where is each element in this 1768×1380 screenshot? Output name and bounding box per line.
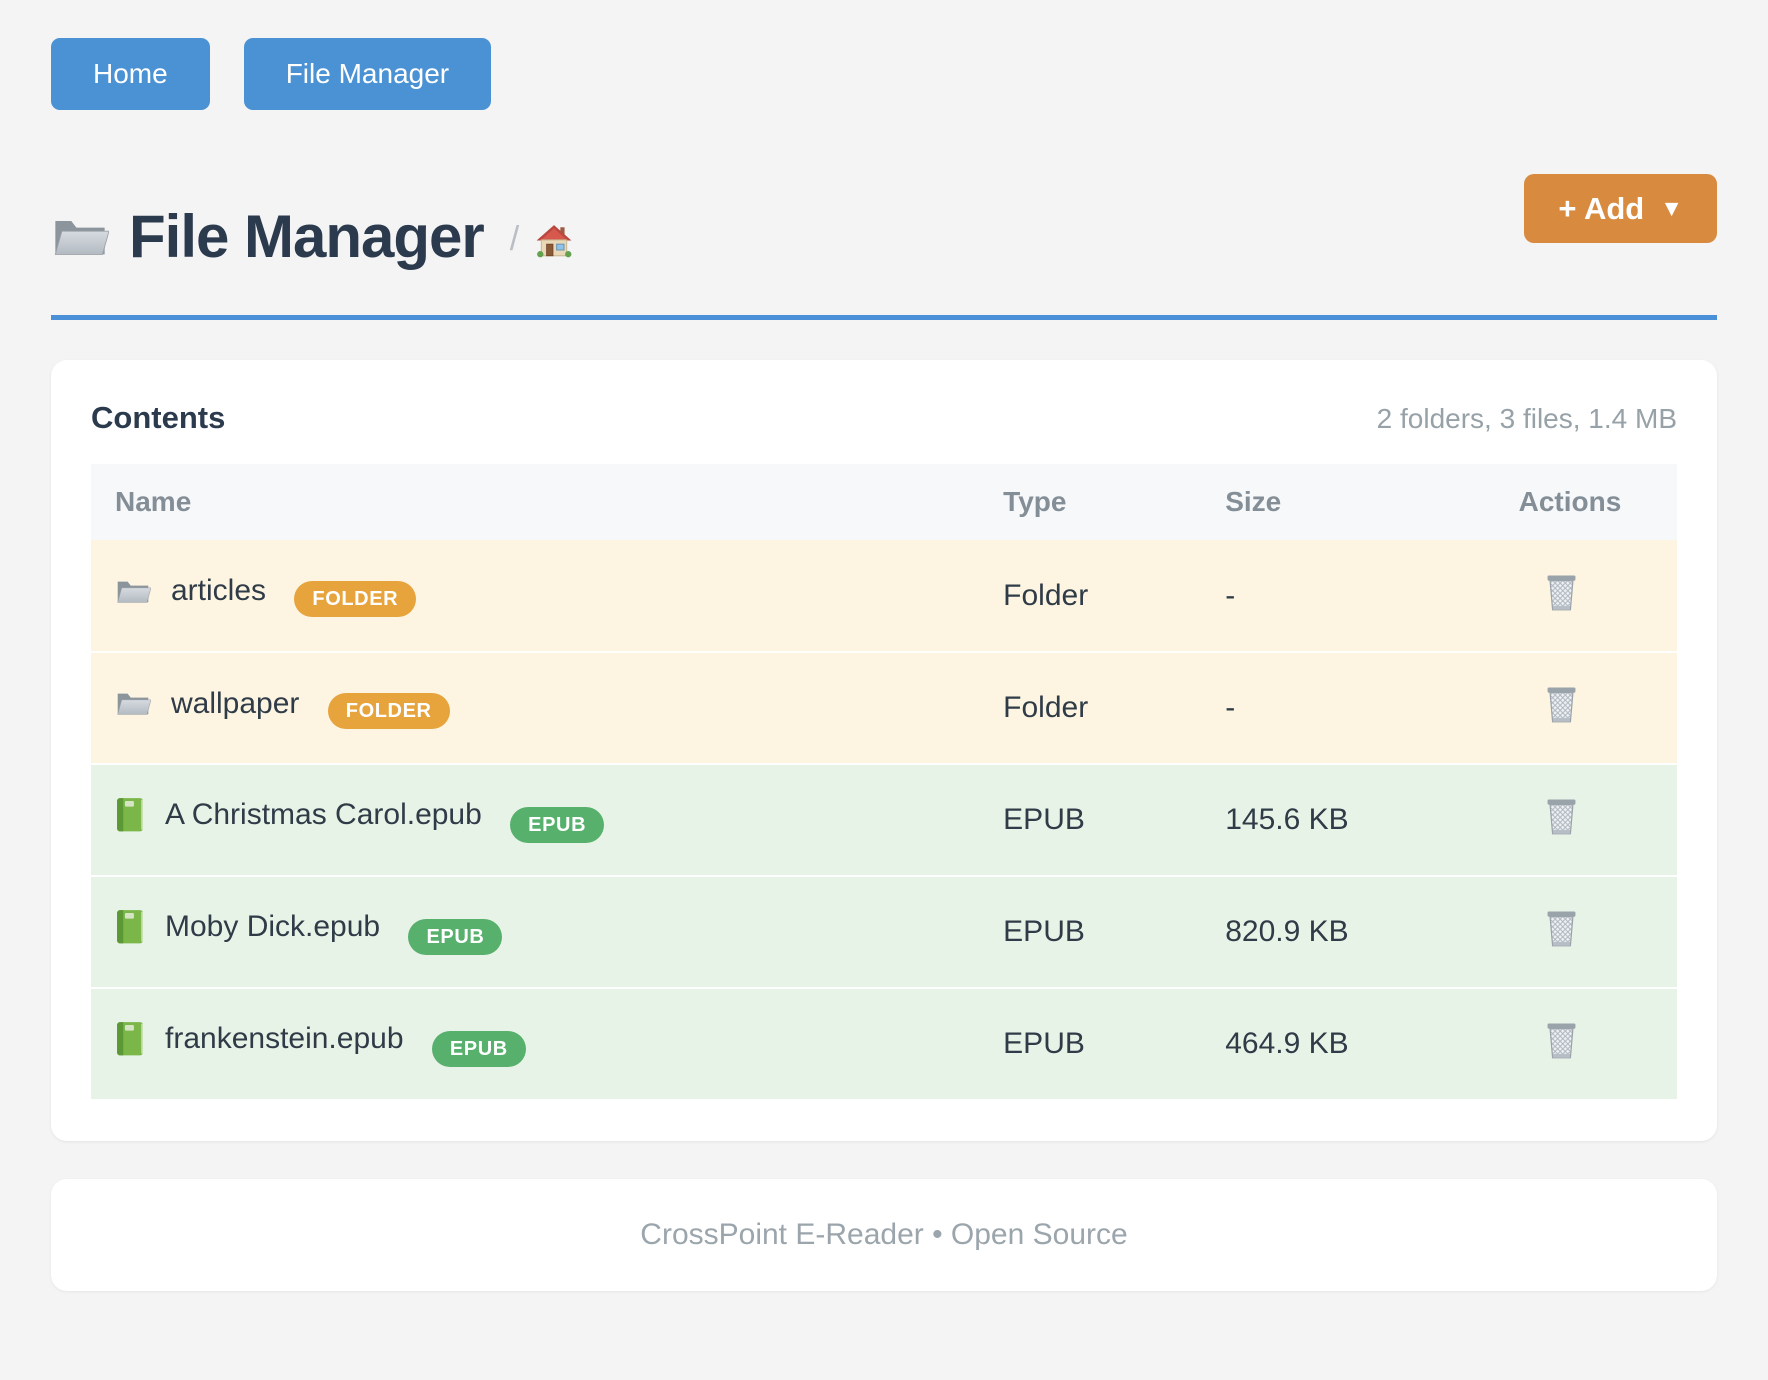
- row-name-label: Moby Dick.epub: [165, 909, 381, 943]
- table-row: A Christmas Carol.epub EPUB EPUB 145.6 K…: [91, 764, 1677, 876]
- row-size: 820.9 KB: [1201, 876, 1495, 988]
- row-type: Folder: [979, 652, 1202, 764]
- file-manager-button[interactable]: File Manager: [243, 38, 492, 110]
- table-header-row: Name Type Size Actions: [91, 464, 1677, 540]
- row-badge: EPUB: [431, 1031, 526, 1068]
- row-size: 464.9 KB: [1201, 988, 1495, 1100]
- row-size: 145.6 KB: [1201, 764, 1495, 876]
- row-type: Folder: [979, 540, 1202, 652]
- row-name-label: wallpaper: [171, 686, 300, 720]
- book-icon: [115, 797, 145, 833]
- footer: CrossPoint E-Reader • Open Source: [51, 1179, 1717, 1291]
- row-name-label: frankenstein.epub: [165, 1021, 404, 1055]
- row-type: EPUB: [979, 876, 1202, 988]
- row-type: EPUB: [979, 988, 1202, 1100]
- home-button[interactable]: Home: [51, 38, 210, 110]
- page: Home File Manager File Manager / + Add ▼…: [51, 38, 1717, 1291]
- house-icon: [535, 223, 573, 259]
- breadcrumb-separator: /: [509, 220, 520, 258]
- row-badge: EPUB: [510, 807, 605, 844]
- breadcrumb-home-link[interactable]: [535, 223, 573, 259]
- folder-icon: [115, 576, 151, 607]
- row-name-label: A Christmas Carol.epub: [165, 797, 482, 831]
- contents-card: Contents 2 folders, 3 files, 1.4 MB Name…: [51, 360, 1717, 1141]
- table-body: articles FOLDER Folder - wallpaper FOLDE…: [91, 540, 1677, 1100]
- table-row: frankenstein.epub EPUB EPUB 464.9 KB: [91, 988, 1677, 1100]
- row-name-link[interactable]: frankenstein.epub: [115, 1021, 404, 1057]
- row-badge: EPUB: [408, 919, 503, 956]
- row-badge: FOLDER: [294, 580, 417, 617]
- book-icon: [115, 1021, 145, 1057]
- trash-icon: [1545, 797, 1578, 835]
- page-title: File Manager: [129, 203, 485, 270]
- contents-summary: 2 folders, 3 files, 1.4 MB: [1376, 403, 1677, 434]
- files-table: Name Type Size Actions articles FOLDER F…: [91, 464, 1677, 1101]
- open-folder-icon: [51, 212, 129, 262]
- column-header-name: Name: [115, 486, 192, 517]
- row-name-link[interactable]: A Christmas Carol.epub: [115, 797, 482, 833]
- book-icon: [115, 909, 145, 945]
- row-size: -: [1201, 652, 1495, 764]
- row-size: -: [1201, 540, 1495, 652]
- row-name-link[interactable]: wallpaper: [115, 687, 299, 721]
- trash-icon: [1545, 685, 1578, 723]
- row-name-label: articles: [171, 574, 267, 608]
- table-row: Moby Dick.epub EPUB EPUB 820.9 KB: [91, 876, 1677, 988]
- trash-icon: [1545, 1021, 1578, 1059]
- row-name-link[interactable]: articles: [115, 574, 266, 608]
- row-name-link[interactable]: Moby Dick.epub: [115, 909, 380, 945]
- row-type: EPUB: [979, 764, 1202, 876]
- add-button[interactable]: + Add ▼: [1524, 174, 1717, 243]
- trash-icon: [1545, 909, 1578, 947]
- add-button-label: + Add: [1558, 190, 1645, 226]
- delete-button[interactable]: [1545, 685, 1578, 723]
- page-header: File Manager / + Add ▼: [51, 174, 1717, 320]
- delete-button[interactable]: [1545, 909, 1578, 947]
- contents-title: Contents: [91, 400, 226, 435]
- chevron-down-icon: ▼: [1660, 195, 1683, 221]
- row-badge: FOLDER: [327, 693, 450, 730]
- footer-text: CrossPoint E-Reader • Open Source: [640, 1218, 1128, 1251]
- table-row: articles FOLDER Folder -: [91, 540, 1677, 652]
- column-header-size: Size: [1225, 486, 1282, 517]
- trash-icon: [1545, 573, 1578, 611]
- column-header-type: Type: [1003, 486, 1067, 517]
- delete-button[interactable]: [1545, 573, 1578, 611]
- delete-button[interactable]: [1545, 1021, 1578, 1059]
- folder-icon: [115, 688, 151, 719]
- column-header-actions: Actions: [1518, 486, 1622, 517]
- delete-button[interactable]: [1545, 797, 1578, 835]
- top-nav: Home File Manager: [51, 38, 1717, 110]
- table-row: wallpaper FOLDER Folder -: [91, 652, 1677, 764]
